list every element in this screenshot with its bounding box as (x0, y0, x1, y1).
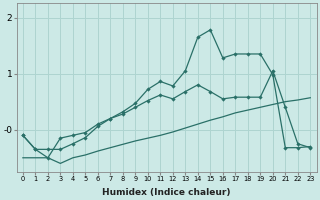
X-axis label: Humidex (Indice chaleur): Humidex (Indice chaleur) (102, 188, 231, 197)
